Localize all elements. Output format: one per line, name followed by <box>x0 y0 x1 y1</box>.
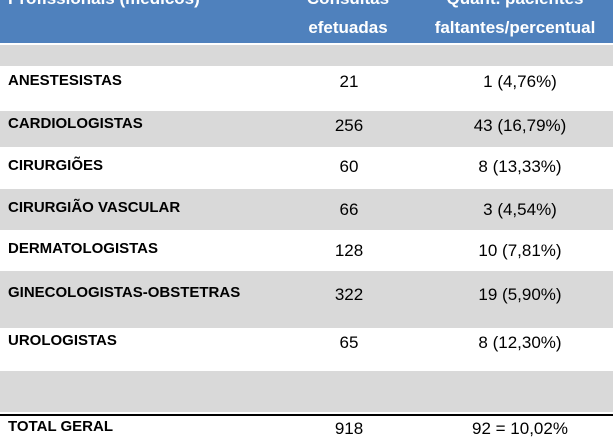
cell-faltantes: 19 (5,90%) <box>478 285 562 304</box>
spacer-row <box>0 45 613 66</box>
cell-profissional: CIRURGIÕES <box>8 157 104 174</box>
cell-faltantes: 3 (4,54%) <box>483 200 557 219</box>
table-header: Profissionais (médicos) Consultas efetua… <box>0 0 613 45</box>
total-consultas: 918 <box>334 419 364 438</box>
total-faltantes: 92 = 10,02% <box>472 419 568 438</box>
header-missing-line1: Quant. pacientes <box>417 0 613 9</box>
cell-consultas: 60 <box>339 157 359 176</box>
table-row: UROLOGISTAS 65 8 (12,30%) <box>0 328 613 371</box>
cell-consultas: 65 <box>339 333 359 352</box>
cell-consultas: 322 <box>334 285 364 304</box>
cell-consultas: 21 <box>339 72 359 91</box>
cell-faltantes: 8 (12,30%) <box>478 333 562 352</box>
cell-profissional: UROLOGISTAS <box>8 332 117 349</box>
cell-consultas: 66 <box>339 200 359 219</box>
cell-consultas: 256 <box>334 116 364 135</box>
cell-faltantes: 10 (7,81%) <box>478 241 562 260</box>
cell-profissional: GINECOLOGISTAS-OBSTETRAS <box>8 284 241 301</box>
cell-profissional: ANESTESISTAS <box>8 72 122 89</box>
cell-profissional: CARDIOLOGISTAS <box>8 115 143 132</box>
header-consultations-line2: efetuadas <box>308 18 388 37</box>
cell-faltantes: 43 (16,79%) <box>473 116 567 135</box>
total-row: TOTAL GERAL 918 92 = 10,02% <box>0 416 613 445</box>
table-row: ANESTESISTAS 21 1 (4,76%) <box>0 66 613 111</box>
header-missing-line2: faltantes/percentual <box>434 18 596 37</box>
spacer-row <box>0 371 613 412</box>
table-row: CIRURGIÕES 60 8 (13,33%) <box>0 147 613 189</box>
cell-consultas: 128 <box>334 241 364 260</box>
header-professionals: Profissionais (médicos) <box>8 0 200 9</box>
total-label: TOTAL GERAL <box>8 418 113 435</box>
total-divider <box>0 414 613 416</box>
header-consultations-line1: Consultas <box>300 0 396 9</box>
table-row: GINECOLOGISTAS-OBSTETRAS 322 19 (5,90%) <box>0 271 613 328</box>
table-row: CIRURGIÃO VASCULAR 66 3 (4,54%) <box>0 189 613 230</box>
table-row: CARDIOLOGISTAS 256 43 (16,79%) <box>0 111 613 147</box>
cell-profissional: DERMATOLOGISTAS <box>8 240 158 257</box>
cell-profissional: CIRURGIÃO VASCULAR <box>8 199 181 216</box>
cell-faltantes: 1 (4,76%) <box>483 72 557 91</box>
cell-faltantes: 8 (13,33%) <box>478 157 562 176</box>
table-row: DERMATOLOGISTAS 128 10 (7,81%) <box>0 230 613 271</box>
